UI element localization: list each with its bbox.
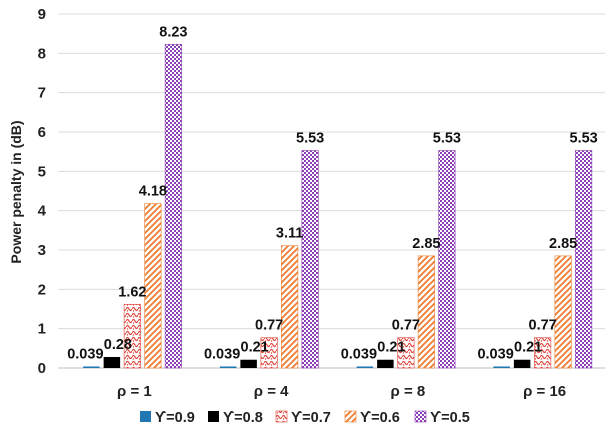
data-label: 0.039 bbox=[341, 346, 377, 362]
data-label: 1.62 bbox=[118, 284, 146, 300]
bar bbox=[493, 366, 510, 368]
x-tick-label: ρ = 8 bbox=[391, 383, 426, 400]
data-label: 0.77 bbox=[255, 318, 283, 334]
x-axis: ρ = 1 ρ = 4 ρ = 8 ρ = 16 bbox=[117, 383, 566, 400]
x-tick-label: ρ = 4 bbox=[254, 383, 289, 400]
y-tick-label: 0 bbox=[38, 360, 46, 377]
legend-swatch bbox=[344, 410, 357, 423]
data-label: 0.77 bbox=[529, 318, 557, 334]
data-label: 0.21 bbox=[377, 340, 405, 356]
bar bbox=[83, 366, 100, 368]
y-tick-label: 2 bbox=[38, 281, 46, 298]
legend-label: ϒ=0.7 bbox=[291, 410, 331, 426]
legend-label: ϒ=0.9 bbox=[155, 410, 195, 426]
y-tick-label: 8 bbox=[38, 45, 46, 62]
bars bbox=[83, 43, 593, 369]
bar bbox=[103, 356, 121, 368]
bar bbox=[219, 366, 237, 368]
bar bbox=[260, 337, 278, 369]
x-tick-label: ρ = 1 bbox=[117, 383, 152, 400]
y-axis-label: Power penalty in (dB) bbox=[8, 120, 24, 263]
bar bbox=[513, 359, 531, 368]
bar bbox=[356, 366, 374, 368]
data-label: 5.53 bbox=[296, 130, 324, 146]
data-label: 3.11 bbox=[276, 226, 303, 242]
bar bbox=[164, 43, 182, 369]
bar bbox=[397, 337, 415, 369]
data-label: 5.53 bbox=[433, 130, 461, 146]
data-label: 2.85 bbox=[412, 236, 440, 252]
bar bbox=[281, 245, 299, 369]
y-tick-label: 1 bbox=[38, 321, 46, 338]
legend-swatch bbox=[140, 411, 151, 422]
bar bbox=[123, 303, 141, 369]
bar bbox=[575, 150, 593, 369]
data-label: 0.28 bbox=[104, 337, 132, 353]
data-label: 0.039 bbox=[477, 346, 513, 362]
bar bbox=[377, 359, 394, 368]
bar bbox=[240, 359, 257, 368]
bar bbox=[534, 337, 552, 369]
legend: ϒ=0.9 ϒ=0.8 ϒ=0.7 ϒ=0.6 ϒ=0.5 bbox=[140, 410, 470, 426]
legend-swatch bbox=[275, 410, 288, 423]
legend-label: ϒ=0.6 bbox=[360, 410, 400, 426]
y-axis: 0 1 2 3 4 5 6 7 8 9 bbox=[38, 6, 47, 377]
data-label: 8.23 bbox=[159, 24, 187, 40]
y-tick-label: 4 bbox=[38, 203, 47, 220]
data-label: 0.21 bbox=[241, 340, 269, 356]
y-tick-label: 6 bbox=[38, 124, 46, 141]
data-label: 0.039 bbox=[67, 346, 103, 362]
bar bbox=[554, 255, 572, 369]
bar bbox=[301, 150, 319, 369]
y-tick-label: 9 bbox=[38, 6, 46, 23]
bar bbox=[144, 203, 162, 369]
data-label: 2.85 bbox=[549, 236, 577, 252]
bar bbox=[417, 255, 435, 369]
data-label: 0.21 bbox=[514, 340, 542, 356]
data-label: 0.77 bbox=[392, 318, 420, 334]
data-label: 0.039 bbox=[204, 346, 240, 362]
bar bbox=[438, 150, 456, 369]
x-tick-label: ρ = 16 bbox=[523, 383, 566, 400]
legend-swatch bbox=[414, 410, 427, 423]
y-tick-label: 5 bbox=[38, 163, 46, 180]
y-tick-label: 7 bbox=[38, 85, 46, 102]
data-label: 5.53 bbox=[570, 130, 598, 146]
y-tick-label: 3 bbox=[38, 242, 46, 259]
legend-swatch bbox=[208, 411, 219, 422]
legend-label: ϒ=0.8 bbox=[223, 410, 263, 426]
legend-label: ϒ=0.5 bbox=[430, 410, 470, 426]
data-label: 4.18 bbox=[139, 184, 167, 200]
